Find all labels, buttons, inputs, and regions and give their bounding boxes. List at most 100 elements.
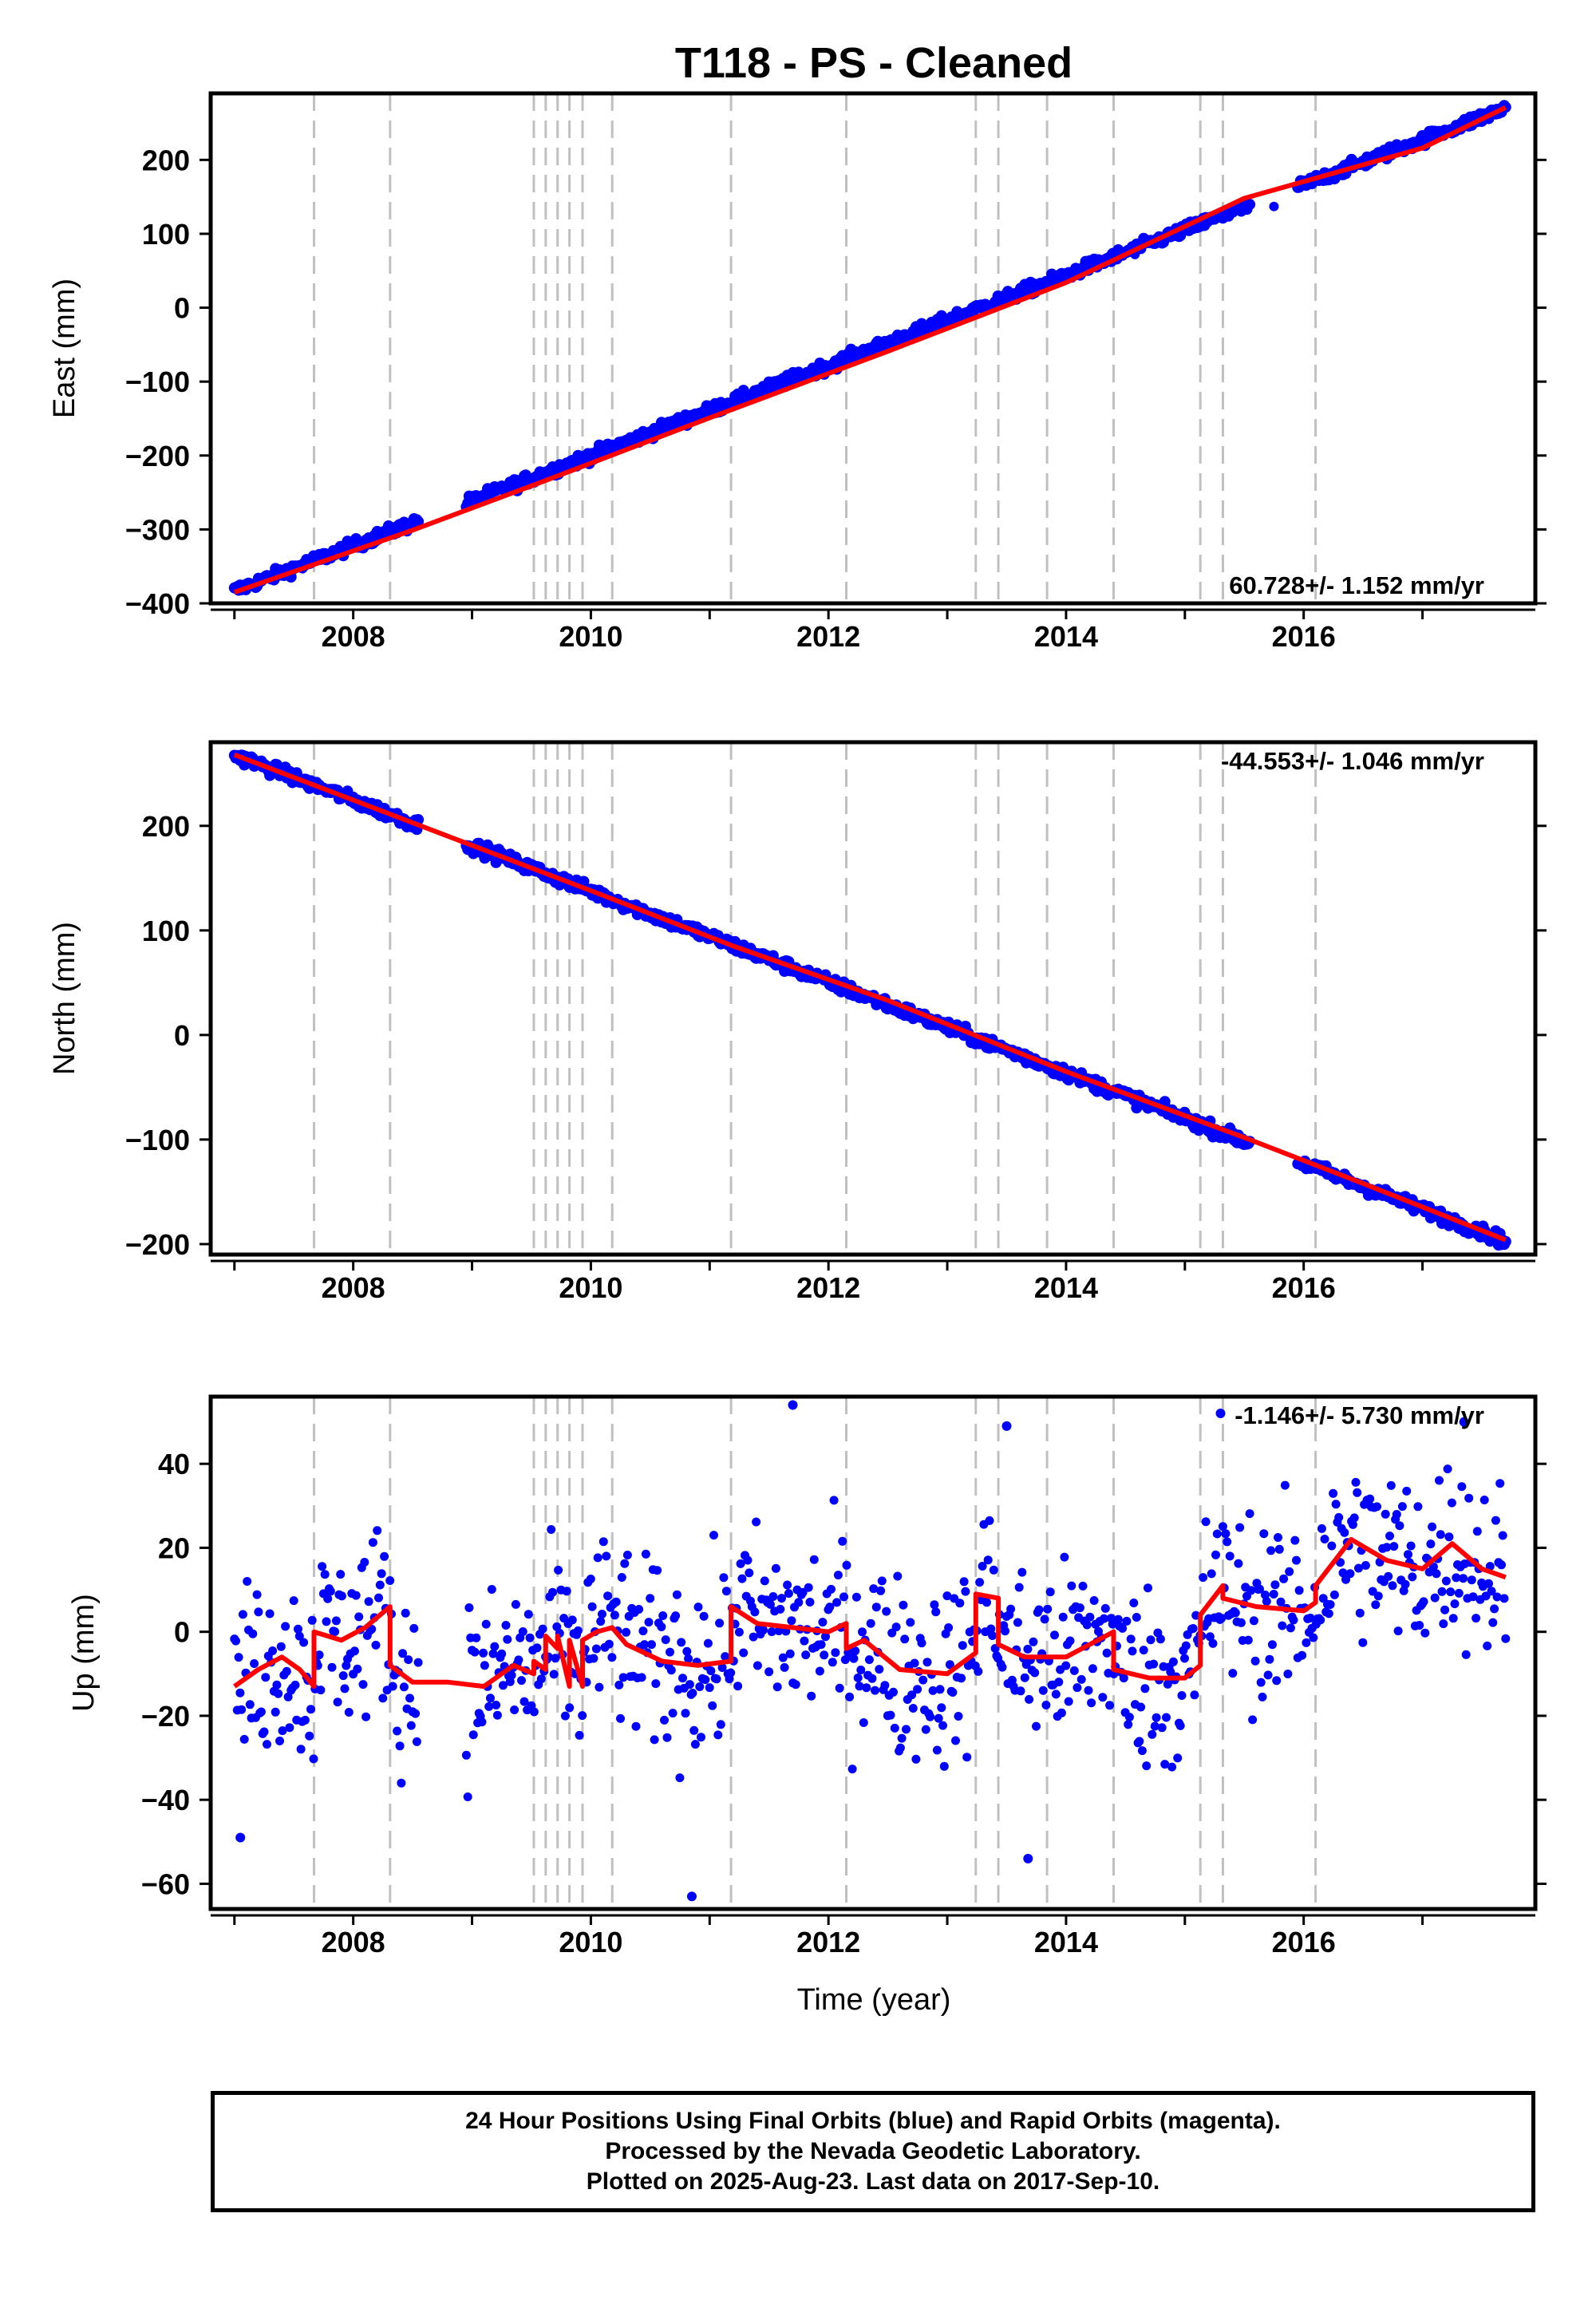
- data-point: [922, 1658, 932, 1667]
- data-point: [899, 1600, 908, 1610]
- data-point: [764, 1667, 774, 1677]
- y-axis-label: North (mm): [48, 922, 81, 1075]
- data-point: [1067, 1581, 1077, 1591]
- data-point: [825, 1603, 835, 1612]
- data-point: [1020, 1673, 1029, 1682]
- data-point: [1472, 1614, 1481, 1623]
- data-point: [712, 1674, 721, 1684]
- data-point: [547, 1525, 556, 1534]
- data-point: [250, 1659, 259, 1668]
- data-point: [622, 1551, 632, 1559]
- data-point: [1006, 1604, 1016, 1614]
- velocity-rate-label: -44.553+/- 1.046 mm/yr: [1221, 747, 1484, 775]
- data-point: [678, 1674, 687, 1683]
- data-point: [709, 1531, 718, 1540]
- plot-frame: [208, 1394, 1538, 1911]
- data-point: [1331, 1500, 1341, 1509]
- data-point: [1201, 1517, 1211, 1527]
- data-point: [1435, 1476, 1444, 1485]
- data-point: [897, 1733, 907, 1743]
- data-point: [1136, 1702, 1146, 1712]
- data-point: [849, 1654, 859, 1663]
- data-point: [1160, 1760, 1170, 1769]
- data-point: [1102, 1648, 1112, 1658]
- data-point: [1128, 1646, 1137, 1656]
- data-point: [1032, 1721, 1041, 1731]
- data-point: [942, 1591, 952, 1601]
- data-point: [634, 1605, 644, 1614]
- data-point: [958, 1641, 967, 1650]
- data-point: [1139, 1646, 1148, 1655]
- data-point: [373, 1526, 382, 1535]
- data-point: [708, 1701, 717, 1710]
- data-point: [913, 1685, 922, 1694]
- data-point: [1149, 1659, 1159, 1669]
- data-point: [259, 1727, 269, 1737]
- y-tick-label: −20: [141, 1700, 190, 1733]
- data-point: [1223, 1537, 1232, 1547]
- data-point: [551, 1654, 560, 1663]
- data-point: [910, 1658, 919, 1668]
- data-point: [828, 1658, 837, 1667]
- data-point: [998, 1662, 1007, 1672]
- data-point: [666, 1666, 676, 1675]
- data-point: [231, 1636, 240, 1646]
- y-tick-label: −40: [141, 1784, 190, 1816]
- data-point: [1262, 1597, 1271, 1606]
- data-point: [271, 1707, 280, 1717]
- data-point: [713, 1730, 723, 1740]
- data-point: [318, 1562, 327, 1571]
- data-point: [1058, 1612, 1068, 1622]
- data-point: [501, 1621, 511, 1630]
- data-point: [1029, 1637, 1038, 1646]
- data-point: [1428, 1562, 1438, 1571]
- data-point: [856, 1666, 866, 1674]
- data-point: [717, 1663, 727, 1672]
- data-point: [1255, 1584, 1264, 1594]
- footer-caption-box: 24 Hour Positions Using Final Orbits (bl…: [211, 2091, 1535, 2212]
- data-point: [1265, 1654, 1274, 1664]
- data-point: [300, 1715, 310, 1725]
- data-point: [1492, 1592, 1502, 1602]
- data-point: [326, 1587, 335, 1596]
- x-tick-label: 2016: [1272, 1926, 1336, 1958]
- data-point: [1167, 1762, 1177, 1772]
- data-point: [484, 1701, 494, 1711]
- data-point-outlier: [1269, 201, 1279, 211]
- data-point: [1309, 1633, 1318, 1642]
- data-point: [1208, 1638, 1218, 1648]
- data-point-outlier: [1459, 1417, 1469, 1427]
- data-point: [243, 1577, 252, 1586]
- data-point: [1088, 1664, 1097, 1674]
- data-point: [959, 1577, 969, 1587]
- data-point: [1441, 1576, 1451, 1586]
- data-point: [510, 1705, 519, 1714]
- data-point: [900, 1634, 910, 1644]
- data-point: [716, 1720, 725, 1729]
- data-point: [721, 1652, 730, 1662]
- data-point: [411, 1709, 421, 1718]
- data-point: [675, 1773, 685, 1783]
- data-point: [604, 1639, 614, 1649]
- data-point: [1439, 1619, 1448, 1629]
- data-point: [1373, 1591, 1383, 1601]
- data-point: [1156, 1634, 1165, 1644]
- data-point: [507, 1670, 516, 1680]
- data-point: [1420, 1628, 1430, 1638]
- x-tick-label: 2014: [1034, 1271, 1098, 1304]
- data-point: [697, 1733, 705, 1742]
- data-point: [1087, 1698, 1096, 1708]
- data-point: [931, 1607, 941, 1617]
- data-point: [939, 1761, 949, 1771]
- data-point: [618, 1673, 628, 1682]
- data-point: [1098, 1693, 1108, 1702]
- data-point: [1487, 1587, 1496, 1596]
- data-point: [1137, 1746, 1147, 1756]
- data-point: [681, 1709, 690, 1718]
- data-point: [1279, 1574, 1289, 1583]
- data-point: [1073, 1683, 1082, 1693]
- data-point: [1205, 1632, 1215, 1642]
- y-tick-label: −60: [141, 1867, 190, 1900]
- data-point-outlier: [1023, 1853, 1033, 1863]
